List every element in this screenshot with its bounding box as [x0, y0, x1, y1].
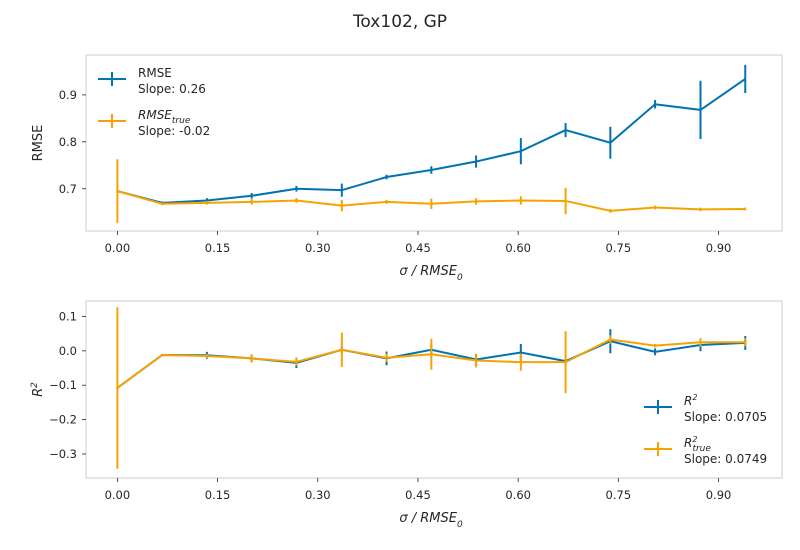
legend-label: R2 — [684, 393, 697, 408]
y-axis-label: R2 — [30, 382, 46, 397]
legend-label: R2 true — [684, 435, 711, 454]
x-tick-label: 0.45 — [405, 241, 431, 255]
axes-frame — [85, 54, 783, 232]
x-tick-label: 0.15 — [205, 488, 231, 502]
y-tick-label: 0.0 — [59, 344, 77, 358]
x-tick-label: 0.60 — [505, 488, 531, 502]
x-tick-label: 0.15 — [205, 241, 231, 255]
legend-label: RMSEtrue — [138, 108, 191, 126]
legend-slope: Slope: 0.0749 — [684, 452, 767, 466]
x-tick-label: 0.75 — [606, 241, 632, 255]
chart-title: Tox102, GP — [352, 12, 447, 32]
y-tick-label: 0.8 — [59, 135, 77, 149]
x-tick-label: 0.90 — [706, 488, 732, 502]
x-tick-label: 0.60 — [505, 241, 531, 255]
x-axis-label: σ / RMSE0 — [399, 264, 463, 283]
legend-slope: Slope: 0.0705 — [684, 410, 767, 424]
x-tick-label: 0.90 — [706, 241, 732, 255]
y-axis-label: RMSE — [31, 125, 46, 162]
y-tick-label: −0.1 — [49, 378, 77, 392]
x-tick-label: 0.45 — [405, 488, 431, 502]
legend-slope: Slope: 0.26 — [138, 82, 206, 96]
series-line-RMSE — [117, 78, 746, 204]
y-tick-label: 0.7 — [59, 182, 77, 196]
x-tick-label: 0.30 — [305, 241, 331, 255]
x-tick-label: 0.30 — [305, 488, 331, 502]
legend-slope: Slope: -0.02 — [138, 124, 210, 138]
x-axis-label: σ / RMSE0 — [399, 511, 463, 530]
y-tick-label: −0.2 — [49, 413, 77, 427]
x-tick-label: 0.00 — [105, 241, 131, 255]
legend-label: RMSE — [138, 66, 172, 80]
y-tick-label: 0.1 — [59, 309, 77, 323]
r2-panel: 0.00 0.15 0.30 0.45 0.60 0.75 0.90 0.1 0.0 −0.1 −0… — [30, 300, 783, 530]
x-tick-label: 0.75 — [606, 488, 632, 502]
rmse-panel: 0.00 0.15 0.30 0.45 0.60 0.75 0.90 0.7 0.8 0.9 σ /… — [31, 54, 783, 283]
x-tick-label: 0.00 — [105, 488, 131, 502]
y-tick-label: 0.9 — [59, 88, 77, 102]
y-tick-label: −0.3 — [49, 447, 77, 461]
axes-frame — [85, 300, 783, 479]
